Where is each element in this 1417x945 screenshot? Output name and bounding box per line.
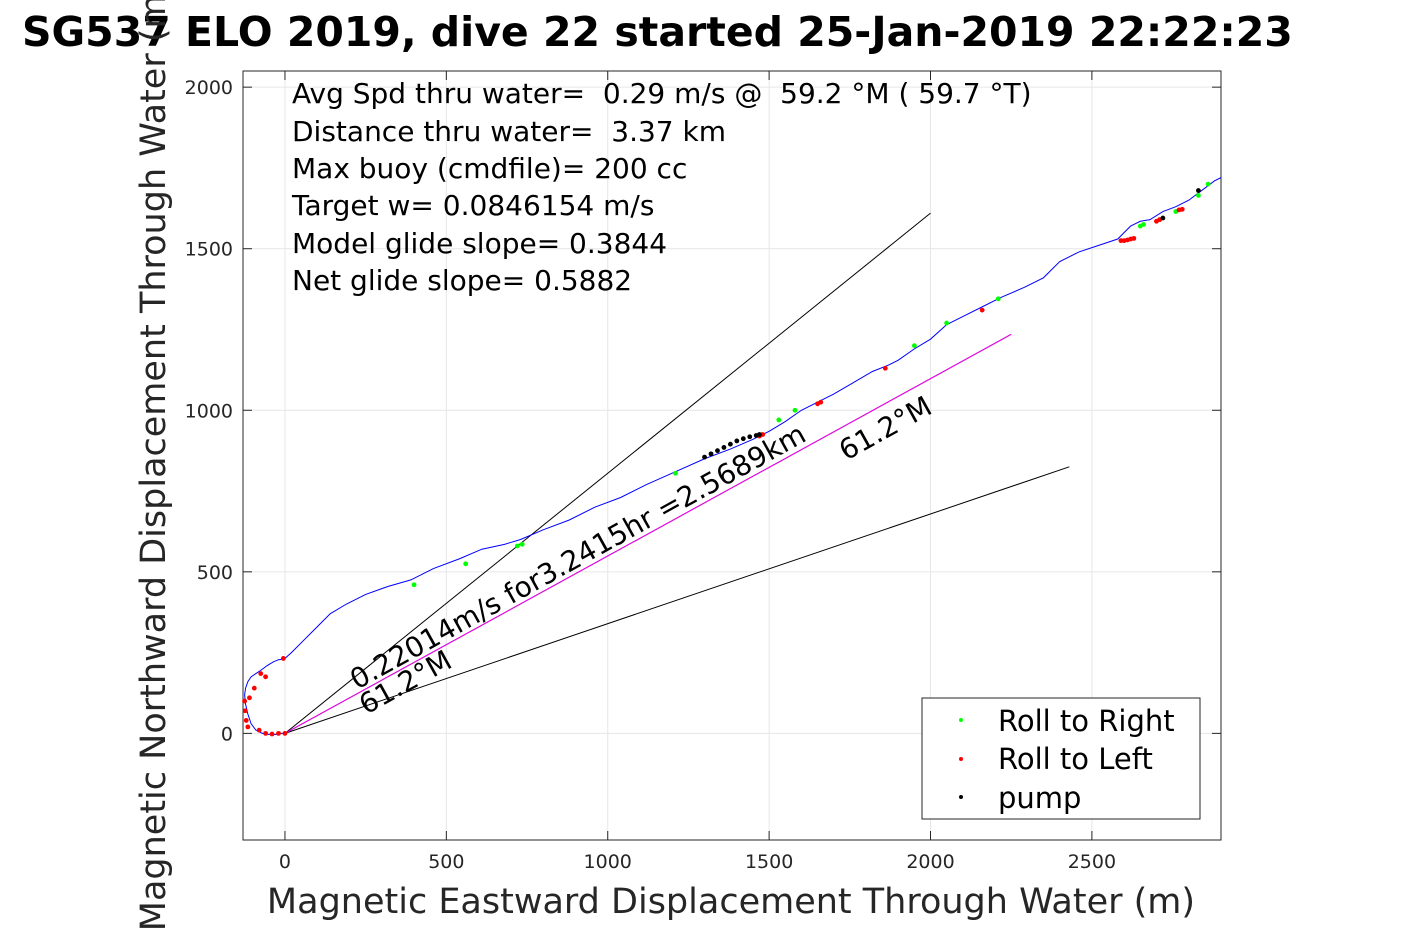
marker-pump (715, 448, 720, 454)
marker-pump (740, 436, 746, 442)
marker-roll-to-left (251, 685, 257, 691)
marker-pump (708, 451, 714, 457)
reference-lines (284, 212, 1070, 734)
heading-label-end: 61.2°M (833, 390, 937, 468)
marker-roll-to-left (276, 730, 281, 736)
marker-pump (702, 454, 707, 460)
info-target-w: Target w= 0.0846154 m/s (291, 189, 654, 222)
marker-roll-to-left (242, 698, 248, 704)
info-model-glide: Model glide slope= 0.3844 (292, 227, 667, 260)
marker-pump (721, 445, 727, 450)
marker-roll-to-left (243, 718, 249, 723)
heading_line_upper (284, 212, 931, 734)
x-tick-label: 2500 (1068, 851, 1116, 873)
marker-roll-to-left (256, 727, 262, 733)
y-tick-label: 1500 (185, 239, 233, 261)
legend-box (921, 697, 1201, 820)
x-tick-label: 1500 (745, 851, 793, 873)
legend-marker-left (959, 757, 963, 761)
marker-pump (734, 438, 740, 444)
x-tick-label: 2000 (906, 851, 954, 873)
legend-marker-right (959, 718, 963, 722)
x-tick-label: 500 (428, 851, 464, 873)
x-tick-label: 0 (279, 851, 291, 873)
marker-roll-to-left (245, 724, 251, 730)
marker-roll-to-right (944, 320, 950, 326)
marker-roll-to-right (1205, 181, 1211, 187)
x-axis-label: Magnetic Eastward Displacement Through W… (267, 882, 1195, 922)
marker-roll-to-right (519, 541, 525, 547)
legend-label-right: Roll to Right (998, 704, 1175, 738)
marker-roll-to-right (995, 296, 1001, 302)
marker-pump (1196, 188, 1201, 193)
marker-roll-to-left (282, 730, 288, 736)
info-max-buoy: Max buoy (cmdfile)= 200 cc (292, 152, 687, 185)
x-tick-label: 1000 (584, 851, 632, 873)
marker-roll-to-left (247, 695, 252, 701)
marker-pump (747, 434, 753, 440)
info-net-glide: Net glide slope= 0.5882 (292, 264, 632, 297)
marker-roll-to-right (792, 407, 798, 413)
marker-pump (727, 441, 733, 447)
marker-roll-to-left (882, 365, 888, 371)
plot-frame (242, 70, 1222, 841)
current-annotation: 0.22014m/s for3.2415hr =2.5689km (344, 417, 811, 696)
y-tick-label: 500 (197, 562, 233, 584)
y-tick-label: 0 (221, 723, 233, 745)
marker-roll-to-left (263, 730, 268, 736)
marker-roll-to-right (463, 561, 469, 567)
marker-roll-to-left (263, 674, 268, 680)
marker-roll-to-right (911, 343, 917, 349)
y-tick-label: 2000 (185, 77, 233, 99)
marker-roll-to-left (242, 708, 248, 714)
marker-roll-to-left (1131, 235, 1137, 241)
marker-roll-to-left (280, 656, 286, 661)
legend-marker-pump (959, 795, 963, 799)
legend-label-left: Roll to Left (998, 742, 1153, 776)
y-tick-label: 1000 (185, 400, 233, 422)
track-line (244, 177, 1222, 735)
marker-roll-to-left (269, 731, 275, 737)
chart-title: SG537 ELO 2019, dive 22 started 25-Jan-2… (22, 8, 1293, 56)
marker-roll-to-left (818, 399, 824, 405)
marker-roll-to-right (411, 582, 417, 588)
marker-roll-to-left (1179, 206, 1185, 212)
marker-roll-to-right (1196, 192, 1201, 198)
marker-roll-to-right (673, 470, 678, 476)
current_line (284, 333, 1012, 734)
marker-roll-to-right (1141, 222, 1146, 227)
marker-roll-to-right (776, 417, 782, 423)
marker-roll-to-left (258, 671, 264, 676)
info-distance: Distance thru water= 3.37 km (292, 115, 726, 148)
markers (242, 181, 1211, 737)
legend-label-pump: pump (998, 781, 1081, 815)
y-axis-label: Magnetic Northward Displacement Through … (134, 0, 174, 931)
info-avg-speed: Avg Spd thru water= 0.29 m/s @ 59.2 °M (… (292, 77, 1032, 110)
info-text-block: Avg Spd thru water= 0.29 m/s @ 59.2 °M (… (291, 77, 1032, 297)
marker-roll-to-left (979, 307, 985, 313)
legend: Roll to Right Roll to Left pump (921, 697, 1201, 820)
marker-roll-to-right (514, 543, 520, 549)
marker-pump (757, 432, 762, 437)
heading_line_lower (284, 466, 1070, 734)
marker-pump (1160, 215, 1166, 221)
